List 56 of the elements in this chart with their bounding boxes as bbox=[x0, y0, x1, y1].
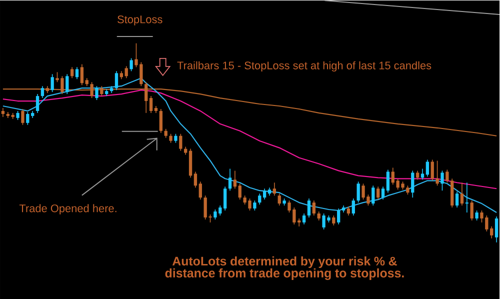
candlestick bbox=[272, 182, 276, 196]
candlestick bbox=[179, 133, 182, 152]
candlestick bbox=[426, 159, 430, 177]
candlestick bbox=[302, 213, 306, 225]
candlestick bbox=[440, 170, 444, 191]
candlestick bbox=[223, 186, 227, 211]
candlestick bbox=[66, 74, 69, 94]
candlestick bbox=[332, 214, 336, 226]
candlestick bbox=[75, 66, 79, 80]
text: AutoLots determined by your risk % & distance from trade opening to stoploss. bbox=[165, 256, 404, 280]
candlestick bbox=[80, 64, 84, 86]
candlestick bbox=[436, 160, 439, 186]
candlestick bbox=[194, 171, 198, 188]
candlestick bbox=[278, 193, 281, 206]
candlestick bbox=[312, 200, 316, 216]
text: StopLoss bbox=[118, 15, 162, 26]
candlestick bbox=[381, 186, 385, 200]
candlestick bbox=[40, 86, 44, 98]
candlestick bbox=[494, 216, 498, 243]
candlestick bbox=[376, 186, 380, 200]
candlestick bbox=[95, 86, 98, 100]
candlestick bbox=[430, 159, 434, 181]
candlestick bbox=[238, 183, 242, 200]
candlestick bbox=[386, 169, 390, 193]
candlestick bbox=[233, 170, 237, 189]
candlestick bbox=[50, 74, 54, 92]
candlestick bbox=[372, 185, 375, 206]
candlestick bbox=[411, 170, 414, 198]
candlestick bbox=[26, 111, 30, 126]
candlestick bbox=[475, 210, 478, 221]
candlestick bbox=[253, 200, 256, 211]
candlestick bbox=[356, 181, 360, 203]
candlestick bbox=[460, 182, 464, 206]
candlestick bbox=[70, 66, 74, 78]
candlestick bbox=[352, 198, 355, 216]
annotation: Trade Opened here. bbox=[19, 204, 116, 214]
candlestick bbox=[149, 96, 153, 114]
candlestick bbox=[307, 198, 311, 218]
candlestick bbox=[124, 66, 128, 78]
candlestick bbox=[446, 169, 449, 183]
candlestick bbox=[262, 188, 266, 200]
candlestick bbox=[228, 168, 232, 191]
candlestick bbox=[130, 58, 133, 72]
candlestick bbox=[420, 168, 424, 180]
candlestick bbox=[258, 193, 262, 205]
candlestick bbox=[159, 108, 162, 134]
candlestick bbox=[455, 191, 459, 208]
candlestick bbox=[465, 182, 468, 213]
candlestick bbox=[337, 208, 340, 225]
annotation: Trailbars 15 - StopLoss set at high of last 15 candles bbox=[177, 61, 432, 72]
candlestick bbox=[198, 181, 202, 200]
candlestick bbox=[490, 226, 494, 239]
candlestick bbox=[36, 94, 40, 114]
candlestick bbox=[114, 70, 118, 90]
candlestick bbox=[470, 200, 474, 221]
candlestick bbox=[21, 108, 24, 126]
